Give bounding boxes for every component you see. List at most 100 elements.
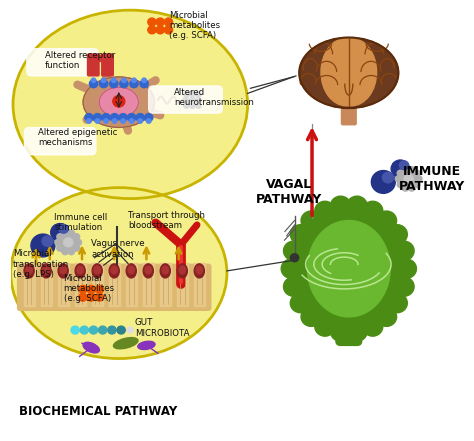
Ellipse shape — [83, 77, 155, 127]
Circle shape — [75, 239, 82, 246]
Text: Microbial
metabolites
(e.g. SCFA): Microbial metabolites (e.g. SCFA) — [64, 273, 115, 303]
Circle shape — [363, 201, 383, 220]
Text: Microbial
metabolites
(e.g. SCFA): Microbial metabolites (e.g. SCFA) — [169, 11, 220, 41]
Circle shape — [402, 167, 409, 173]
Circle shape — [55, 239, 61, 246]
Circle shape — [113, 96, 125, 107]
Text: Microbial
translocation
(e.g. LPS): Microbial translocation (e.g. LPS) — [13, 250, 69, 279]
Circle shape — [71, 326, 79, 334]
Circle shape — [290, 293, 310, 313]
Circle shape — [68, 249, 74, 254]
Ellipse shape — [24, 264, 34, 278]
Circle shape — [190, 92, 195, 97]
Ellipse shape — [126, 264, 137, 278]
Text: Immune cell
stimulation: Immune cell stimulation — [55, 213, 108, 232]
Circle shape — [57, 234, 63, 240]
Ellipse shape — [58, 264, 68, 278]
Ellipse shape — [177, 264, 187, 278]
Ellipse shape — [196, 266, 202, 274]
Circle shape — [301, 307, 321, 326]
Ellipse shape — [26, 266, 32, 274]
Circle shape — [394, 241, 414, 261]
Circle shape — [95, 293, 104, 301]
Circle shape — [196, 92, 201, 97]
Circle shape — [290, 225, 310, 244]
Circle shape — [95, 119, 100, 123]
FancyBboxPatch shape — [25, 127, 96, 155]
Ellipse shape — [41, 264, 51, 278]
Circle shape — [315, 317, 335, 336]
Circle shape — [416, 176, 422, 182]
FancyBboxPatch shape — [149, 86, 222, 113]
Circle shape — [394, 277, 414, 296]
Circle shape — [387, 293, 407, 313]
Circle shape — [376, 211, 397, 230]
Circle shape — [164, 26, 173, 34]
Ellipse shape — [145, 266, 152, 274]
Circle shape — [291, 254, 299, 262]
FancyBboxPatch shape — [88, 54, 99, 76]
Circle shape — [121, 119, 126, 123]
Circle shape — [301, 211, 321, 230]
FancyBboxPatch shape — [341, 108, 356, 125]
Ellipse shape — [77, 266, 83, 274]
FancyBboxPatch shape — [336, 313, 362, 345]
Ellipse shape — [60, 266, 66, 274]
Circle shape — [87, 119, 91, 123]
Circle shape — [400, 161, 409, 170]
Text: VAGAL
PATHWAY: VAGAL PATHWAY — [256, 178, 322, 206]
Circle shape — [120, 80, 128, 88]
Circle shape — [404, 175, 413, 183]
Circle shape — [93, 114, 101, 121]
Circle shape — [414, 170, 420, 176]
Circle shape — [330, 196, 351, 216]
Text: BIOCHEMICAL PATHWAY: BIOCHEMICAL PATHWAY — [19, 405, 177, 418]
Circle shape — [145, 114, 153, 121]
Circle shape — [142, 78, 146, 82]
Circle shape — [402, 185, 409, 191]
Text: Altered epigenetic
mechanisms: Altered epigenetic mechanisms — [38, 127, 118, 147]
Circle shape — [108, 326, 116, 334]
Circle shape — [363, 317, 383, 336]
Circle shape — [146, 119, 151, 123]
Ellipse shape — [138, 341, 155, 350]
Circle shape — [132, 78, 137, 82]
Circle shape — [190, 97, 195, 103]
Text: Altered receptor
function: Altered receptor function — [45, 51, 116, 70]
Circle shape — [397, 181, 404, 187]
Circle shape — [164, 18, 173, 26]
Circle shape — [315, 201, 335, 220]
Ellipse shape — [326, 38, 377, 106]
Circle shape — [396, 259, 417, 278]
Circle shape — [80, 326, 89, 334]
Ellipse shape — [92, 264, 102, 278]
Circle shape — [73, 245, 80, 251]
FancyBboxPatch shape — [97, 55, 104, 61]
Circle shape — [51, 224, 69, 241]
Ellipse shape — [162, 266, 168, 274]
Circle shape — [62, 249, 68, 254]
Circle shape — [87, 293, 95, 301]
FancyBboxPatch shape — [27, 49, 98, 76]
Ellipse shape — [75, 264, 85, 278]
Circle shape — [90, 80, 98, 88]
Circle shape — [148, 26, 156, 34]
Circle shape — [101, 78, 106, 82]
Circle shape — [119, 114, 127, 121]
Circle shape — [397, 170, 404, 176]
Circle shape — [156, 26, 164, 34]
Circle shape — [127, 327, 134, 333]
FancyBboxPatch shape — [18, 264, 211, 310]
Circle shape — [183, 92, 189, 97]
Circle shape — [95, 285, 104, 293]
Ellipse shape — [94, 266, 100, 274]
Circle shape — [99, 326, 107, 334]
Circle shape — [31, 234, 55, 257]
Circle shape — [121, 78, 126, 82]
Ellipse shape — [113, 338, 138, 349]
Circle shape — [102, 114, 110, 121]
Circle shape — [391, 160, 410, 178]
Text: Transport through
bloodstream: Transport through bloodstream — [128, 211, 205, 230]
Ellipse shape — [11, 187, 227, 359]
Circle shape — [347, 196, 367, 216]
